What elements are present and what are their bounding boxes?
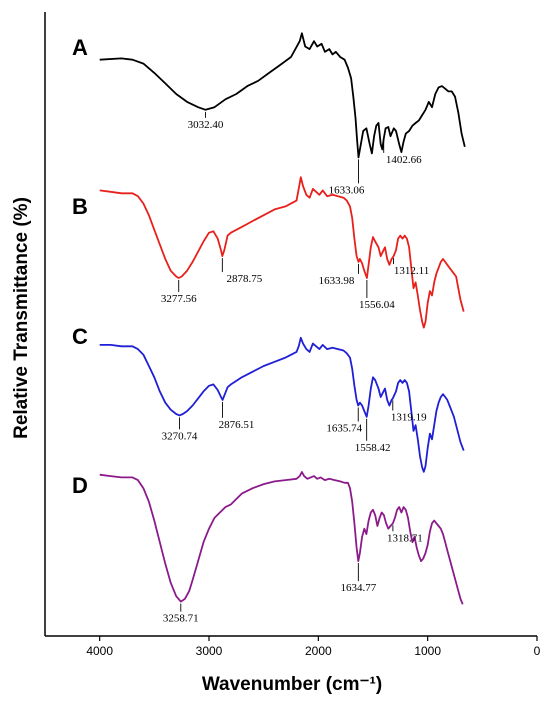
panel-label-c: C [72, 324, 88, 349]
annotation-layer: 3032.40 1633.06 1402.66 3277.56 2878.75 1633.… [161, 111, 429, 625]
peak-label: 1312.11 [394, 265, 429, 277]
peak-label: 1633.98 [319, 275, 355, 287]
panel-label-d: D [72, 473, 88, 498]
peak-annotation: 1312.11 [393, 258, 429, 277]
peak-annotation: 1633.06 [329, 159, 365, 196]
peak-label: 1634.77 [340, 582, 376, 594]
peak-annotation: 1633.98 [319, 263, 359, 287]
series-line-a [99, 32, 466, 159]
x-tick-label: 0 [534, 644, 541, 658]
peak-label: 1318.71 [387, 532, 423, 544]
peak-label: 3258.71 [163, 613, 199, 625]
peak-annotation: 3270.74 [162, 417, 198, 442]
panel-label-a: A [72, 35, 88, 60]
peak-annotation: 1556.04 [359, 279, 395, 311]
series-b: B [72, 176, 465, 329]
peak-label: 1402.66 [386, 154, 422, 166]
peak-label: 1319.19 [391, 411, 427, 423]
peak-label: 1558.42 [355, 442, 391, 454]
peak-label: 3270.74 [162, 430, 198, 442]
series-c: C [72, 324, 465, 473]
peak-annotation: 1558.42 [355, 418, 391, 454]
x-tick-label: 3000 [196, 644, 223, 658]
series-line-d [99, 471, 464, 605]
peak-annotation: 2878.75 [221, 258, 263, 285]
x-tick-label: 4000 [86, 644, 113, 658]
peak-label: 2878.75 [226, 273, 262, 285]
x-tick-label: 1000 [414, 644, 441, 658]
peak-label: 3032.40 [188, 119, 224, 131]
peak-annotation: 1402.66 [383, 140, 422, 166]
series-a: A [72, 32, 466, 159]
peak-label: 2876.51 [219, 419, 255, 431]
peak-annotation: 1635.74 [326, 407, 363, 435]
peak-annotation: 1319.19 [391, 400, 427, 423]
series-d: D [72, 471, 464, 605]
panel-label-b: B [72, 194, 88, 219]
series-layer: A B C D [72, 32, 466, 605]
x-axis-title: Wavenumber (cm⁻¹) [202, 674, 382, 695]
peak-label: 3277.56 [161, 293, 197, 305]
peak-annotation: 3258.71 [163, 603, 199, 625]
peak-annotation: 3032.40 [188, 111, 224, 131]
peak-annotation: 3277.56 [161, 279, 197, 305]
peak-annotation: 1634.77 [340, 563, 377, 594]
x-tick-label: 2000 [305, 644, 332, 658]
series-line-c [99, 336, 465, 473]
axes: 4000 3000 2000 1000 0 [44, 12, 541, 658]
y-axis-title: Relative Transmittance (%) [11, 197, 32, 439]
peak-label: 1633.06 [329, 184, 365, 196]
peak-label: 1635.74 [326, 423, 362, 435]
peak-annotation: 1318.71 [387, 525, 423, 544]
series-line-b [99, 176, 465, 329]
peak-annotation: 2876.51 [219, 401, 255, 431]
peak-label: 1556.04 [359, 299, 395, 311]
